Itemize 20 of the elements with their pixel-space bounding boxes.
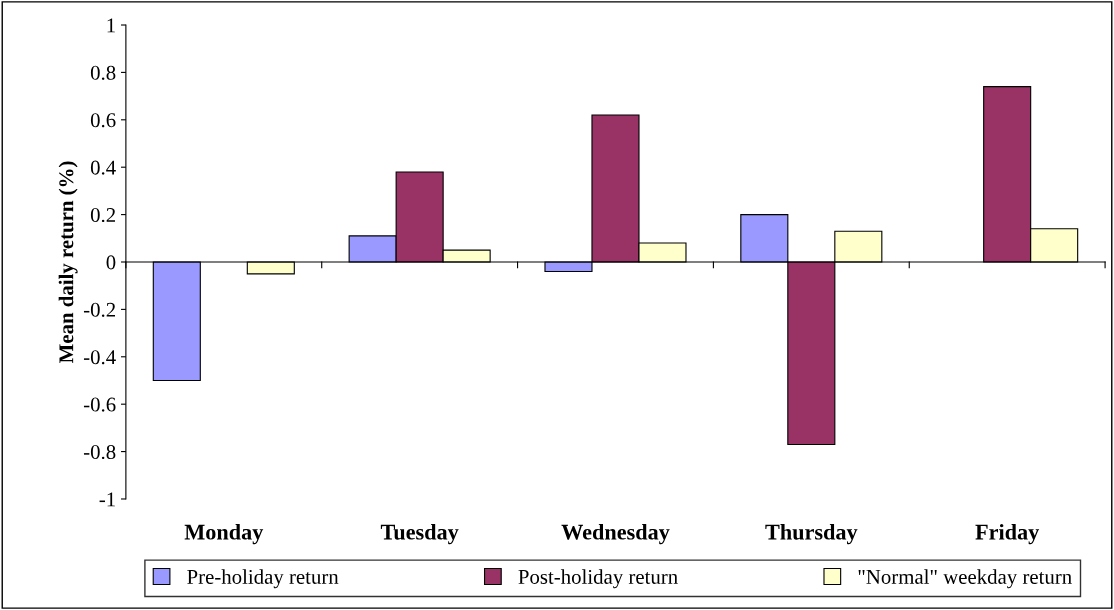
y-tick-label: -0.4: [83, 350, 116, 365]
y-tick-label: -0.2: [83, 302, 116, 317]
y-axis-title: Mean daily return (%): [58, 161, 78, 363]
y-tick-label: 0.6: [90, 113, 116, 128]
legend-label: "Normal" weekday return: [858, 569, 1072, 589]
x-tick-label: Tuesday: [380, 523, 459, 545]
x-tick-label: Thursday: [765, 523, 858, 545]
y-tick-label: 0.2: [90, 207, 116, 223]
y-tick-label: 0.8: [90, 65, 116, 80]
legend-label: Pre-holiday return: [187, 569, 339, 589]
y-tick-label: -0.8: [83, 444, 116, 460]
x-tick-label: Monday: [184, 523, 264, 545]
x-tick-label: Friday: [975, 523, 1040, 545]
x-tick-label: Wednesday: [561, 523, 670, 545]
y-tick-label: 0: [106, 255, 116, 270]
legend-label: Post-holiday return: [518, 569, 678, 589]
y-tick-label: -0.6: [83, 397, 116, 412]
y-tick-label: -1: [99, 492, 115, 507]
y-tick-label: 1: [107, 18, 115, 33]
y-tick-label: 0.4: [90, 160, 116, 175]
